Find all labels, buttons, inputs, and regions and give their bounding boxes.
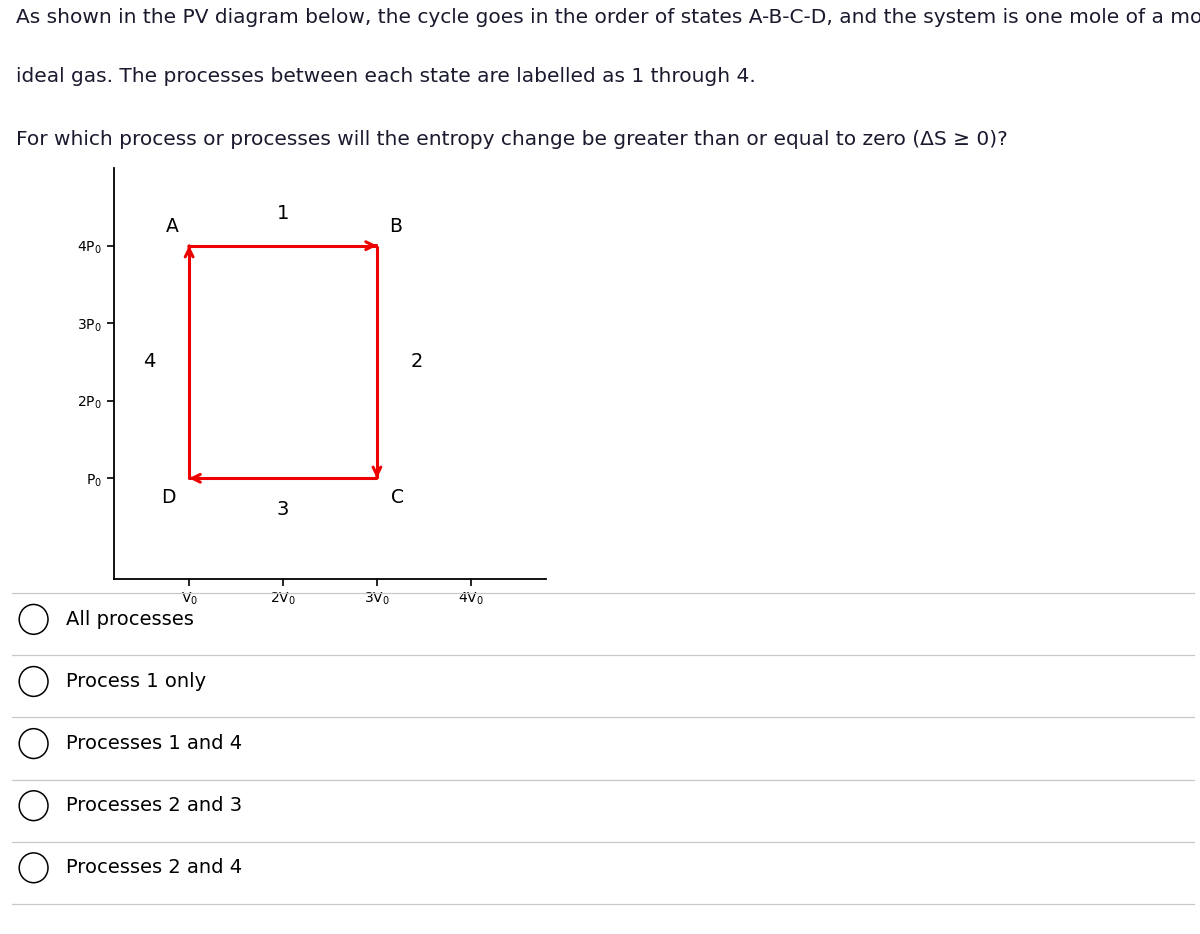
Text: As shown in the PV diagram below, the cycle goes in the order of states A-B-C-D,: As shown in the PV diagram below, the cy… — [16, 8, 1200, 27]
Text: Processes 2 and 3: Processes 2 and 3 — [66, 796, 242, 815]
Text: 3: 3 — [277, 500, 289, 518]
Text: Process 1 only: Process 1 only — [66, 672, 206, 691]
Text: For which process or processes will the entropy change be greater than or equal : For which process or processes will the … — [16, 130, 1007, 149]
Text: 2: 2 — [410, 352, 422, 372]
Text: ideal gas. The processes between each state are labelled as 1 through 4.: ideal gas. The processes between each st… — [16, 66, 755, 86]
Text: A: A — [166, 217, 179, 235]
Text: Processes 2 and 4: Processes 2 and 4 — [66, 858, 242, 877]
Text: D: D — [161, 488, 175, 507]
Text: 1: 1 — [277, 204, 289, 222]
Text: B: B — [389, 217, 402, 235]
Text: 4: 4 — [144, 352, 156, 372]
Text: C: C — [391, 488, 404, 507]
Text: All processes: All processes — [66, 610, 194, 629]
Text: Processes 1 and 4: Processes 1 and 4 — [66, 734, 242, 753]
